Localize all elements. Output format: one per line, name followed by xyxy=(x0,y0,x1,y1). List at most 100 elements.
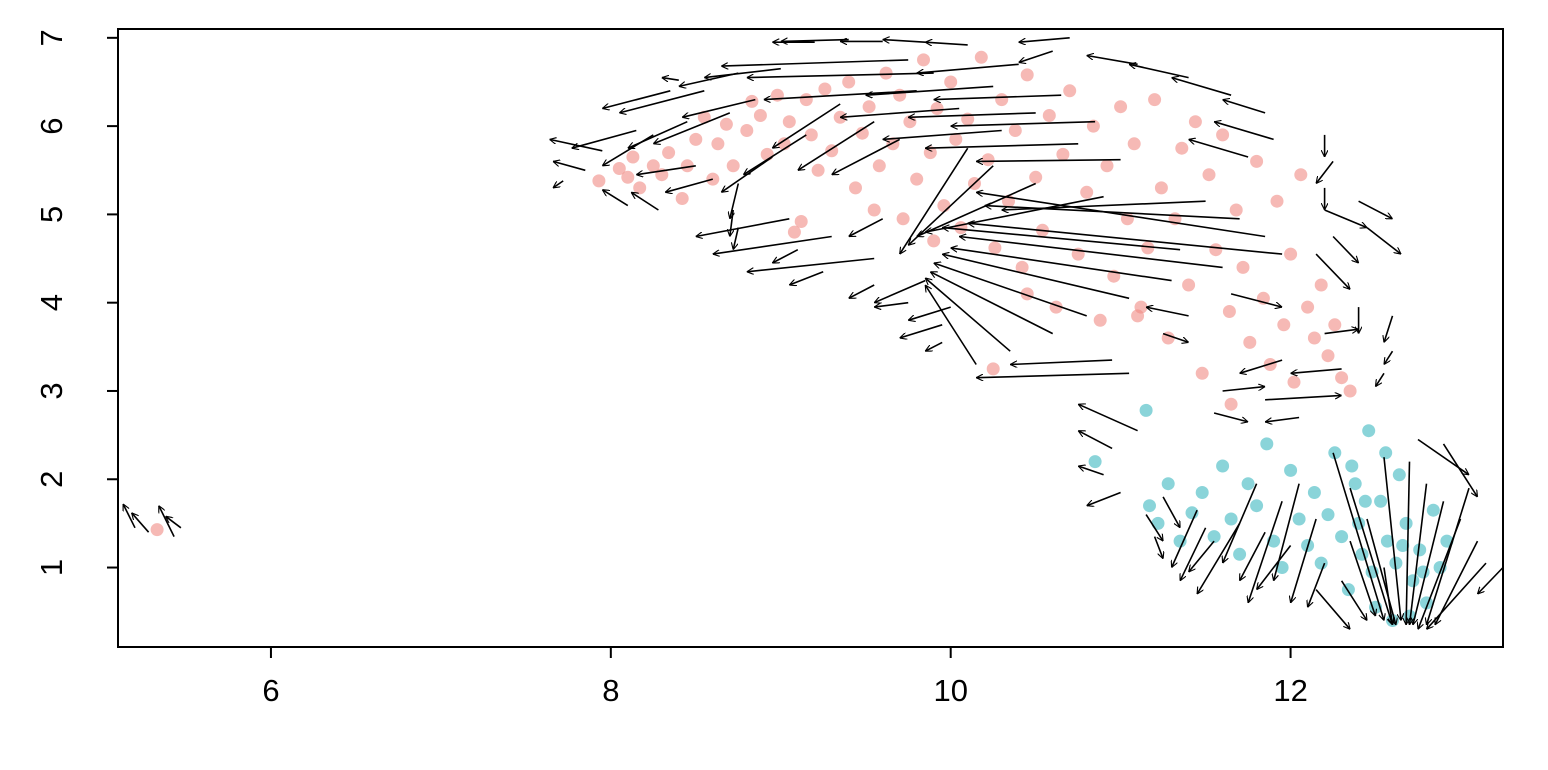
velocity-arrow xyxy=(1223,100,1266,114)
velocity-arrow xyxy=(1324,329,1359,335)
cell-point xyxy=(1328,318,1342,332)
velocity-arrow xyxy=(959,237,1223,269)
cell-point xyxy=(1042,109,1056,122)
velocity-arrow xyxy=(1172,78,1232,96)
cell-point xyxy=(626,150,640,164)
cell-point xyxy=(818,82,832,96)
velocity-arrow xyxy=(908,165,994,246)
cell-point xyxy=(1380,534,1394,548)
cell-point xyxy=(1139,403,1153,417)
velocity-arrow xyxy=(1406,461,1411,625)
cell-point xyxy=(1362,424,1376,438)
cell-point xyxy=(1188,115,1202,129)
velocity-arrow xyxy=(1196,522,1241,594)
cell-point xyxy=(662,146,676,160)
velocity-arrow xyxy=(925,195,1104,232)
velocity-arrow xyxy=(721,59,909,66)
velocity-arrow xyxy=(572,129,637,149)
cell-point xyxy=(910,172,924,186)
cell-point xyxy=(689,132,703,146)
velocity-arrow xyxy=(730,209,733,237)
cell-point xyxy=(680,159,694,173)
cell-point xyxy=(787,225,801,239)
cell-point xyxy=(974,50,988,64)
cell-point xyxy=(1224,512,1238,526)
y-tick-label: 7 xyxy=(34,29,69,46)
cell-point xyxy=(150,523,164,537)
cell-point xyxy=(879,66,893,80)
cell-point xyxy=(1202,168,1216,182)
cell-point xyxy=(1131,309,1145,323)
velocity-arrow xyxy=(122,504,136,529)
velocity-arrow xyxy=(743,134,807,176)
velocity-arrow xyxy=(874,301,909,307)
cell-point xyxy=(1148,93,1162,107)
velocity-arrow xyxy=(553,161,586,172)
cell-point xyxy=(1161,477,1175,491)
velocity-arrow xyxy=(1213,412,1248,422)
velocity-arrow xyxy=(704,67,781,78)
velocity-arrow xyxy=(665,178,714,192)
velocity-arrow xyxy=(908,306,951,320)
cell-point xyxy=(1222,305,1236,318)
velocity-arrow xyxy=(1376,372,1385,386)
velocity-arrow xyxy=(631,192,659,211)
velocity-arrow xyxy=(1223,483,1258,563)
cell-point xyxy=(981,153,995,167)
velocity-arrow xyxy=(730,183,740,219)
velocity-arrow xyxy=(628,120,688,149)
velocity-arrow xyxy=(1265,395,1342,401)
velocity-arrow xyxy=(1153,536,1164,559)
cell-point xyxy=(745,94,759,108)
cell-point xyxy=(1229,203,1243,217)
cell-point xyxy=(995,93,1009,107)
cell-point xyxy=(1250,499,1264,513)
cell-point xyxy=(1335,371,1349,385)
cell-point xyxy=(954,221,968,235)
velocity-arrow xyxy=(764,90,917,100)
cell-point xyxy=(719,117,733,131)
velocity-arrow xyxy=(832,138,901,176)
velocity-arrow xyxy=(976,372,1130,377)
velocity-arrow xyxy=(1478,566,1504,595)
velocity-arrow xyxy=(925,341,943,352)
cell-point xyxy=(621,170,635,184)
cell-point xyxy=(782,115,796,129)
velocity-arrow xyxy=(925,143,1079,148)
cell-point xyxy=(1301,300,1315,314)
cell-point xyxy=(988,241,1002,255)
velocity-arrow xyxy=(1248,501,1283,603)
cell-point xyxy=(1141,241,1155,255)
cell-point xyxy=(1093,313,1107,327)
cell-point xyxy=(1335,530,1349,544)
cell-point xyxy=(1243,335,1257,349)
cell-point xyxy=(1284,247,1298,261)
cell-point xyxy=(1413,543,1427,557)
cell-point xyxy=(896,212,910,226)
cell-point xyxy=(855,126,869,140)
velocity-arrow xyxy=(1129,64,1189,79)
velocity-arrow xyxy=(874,279,926,303)
velocity-arrow xyxy=(968,223,1283,255)
velocity-arrow xyxy=(1383,567,1393,625)
velocity-arrow xyxy=(1230,293,1282,307)
cell-point xyxy=(1292,512,1306,526)
velocity-arrow xyxy=(781,40,849,42)
velocity-arrow xyxy=(1162,496,1181,528)
cell-point xyxy=(930,102,944,115)
cell-point xyxy=(711,137,725,151)
velocity-arrow xyxy=(934,263,1087,317)
cell-point xyxy=(1294,168,1308,182)
cell-point xyxy=(1216,459,1230,473)
velocity-arrow xyxy=(1222,387,1266,392)
cell-point xyxy=(1100,159,1114,173)
velocity-arrow xyxy=(1078,466,1104,476)
y-tick-label: 1 xyxy=(34,559,69,576)
velocity-arrow xyxy=(1087,491,1121,506)
velocity-arrow xyxy=(1410,483,1428,625)
velocity-arrow xyxy=(1078,429,1113,450)
x-ticks: 6 8 10 12 xyxy=(262,647,1308,708)
cell-point xyxy=(1314,556,1328,570)
cell-point xyxy=(1008,124,1022,137)
velocity-arrow xyxy=(733,227,740,250)
